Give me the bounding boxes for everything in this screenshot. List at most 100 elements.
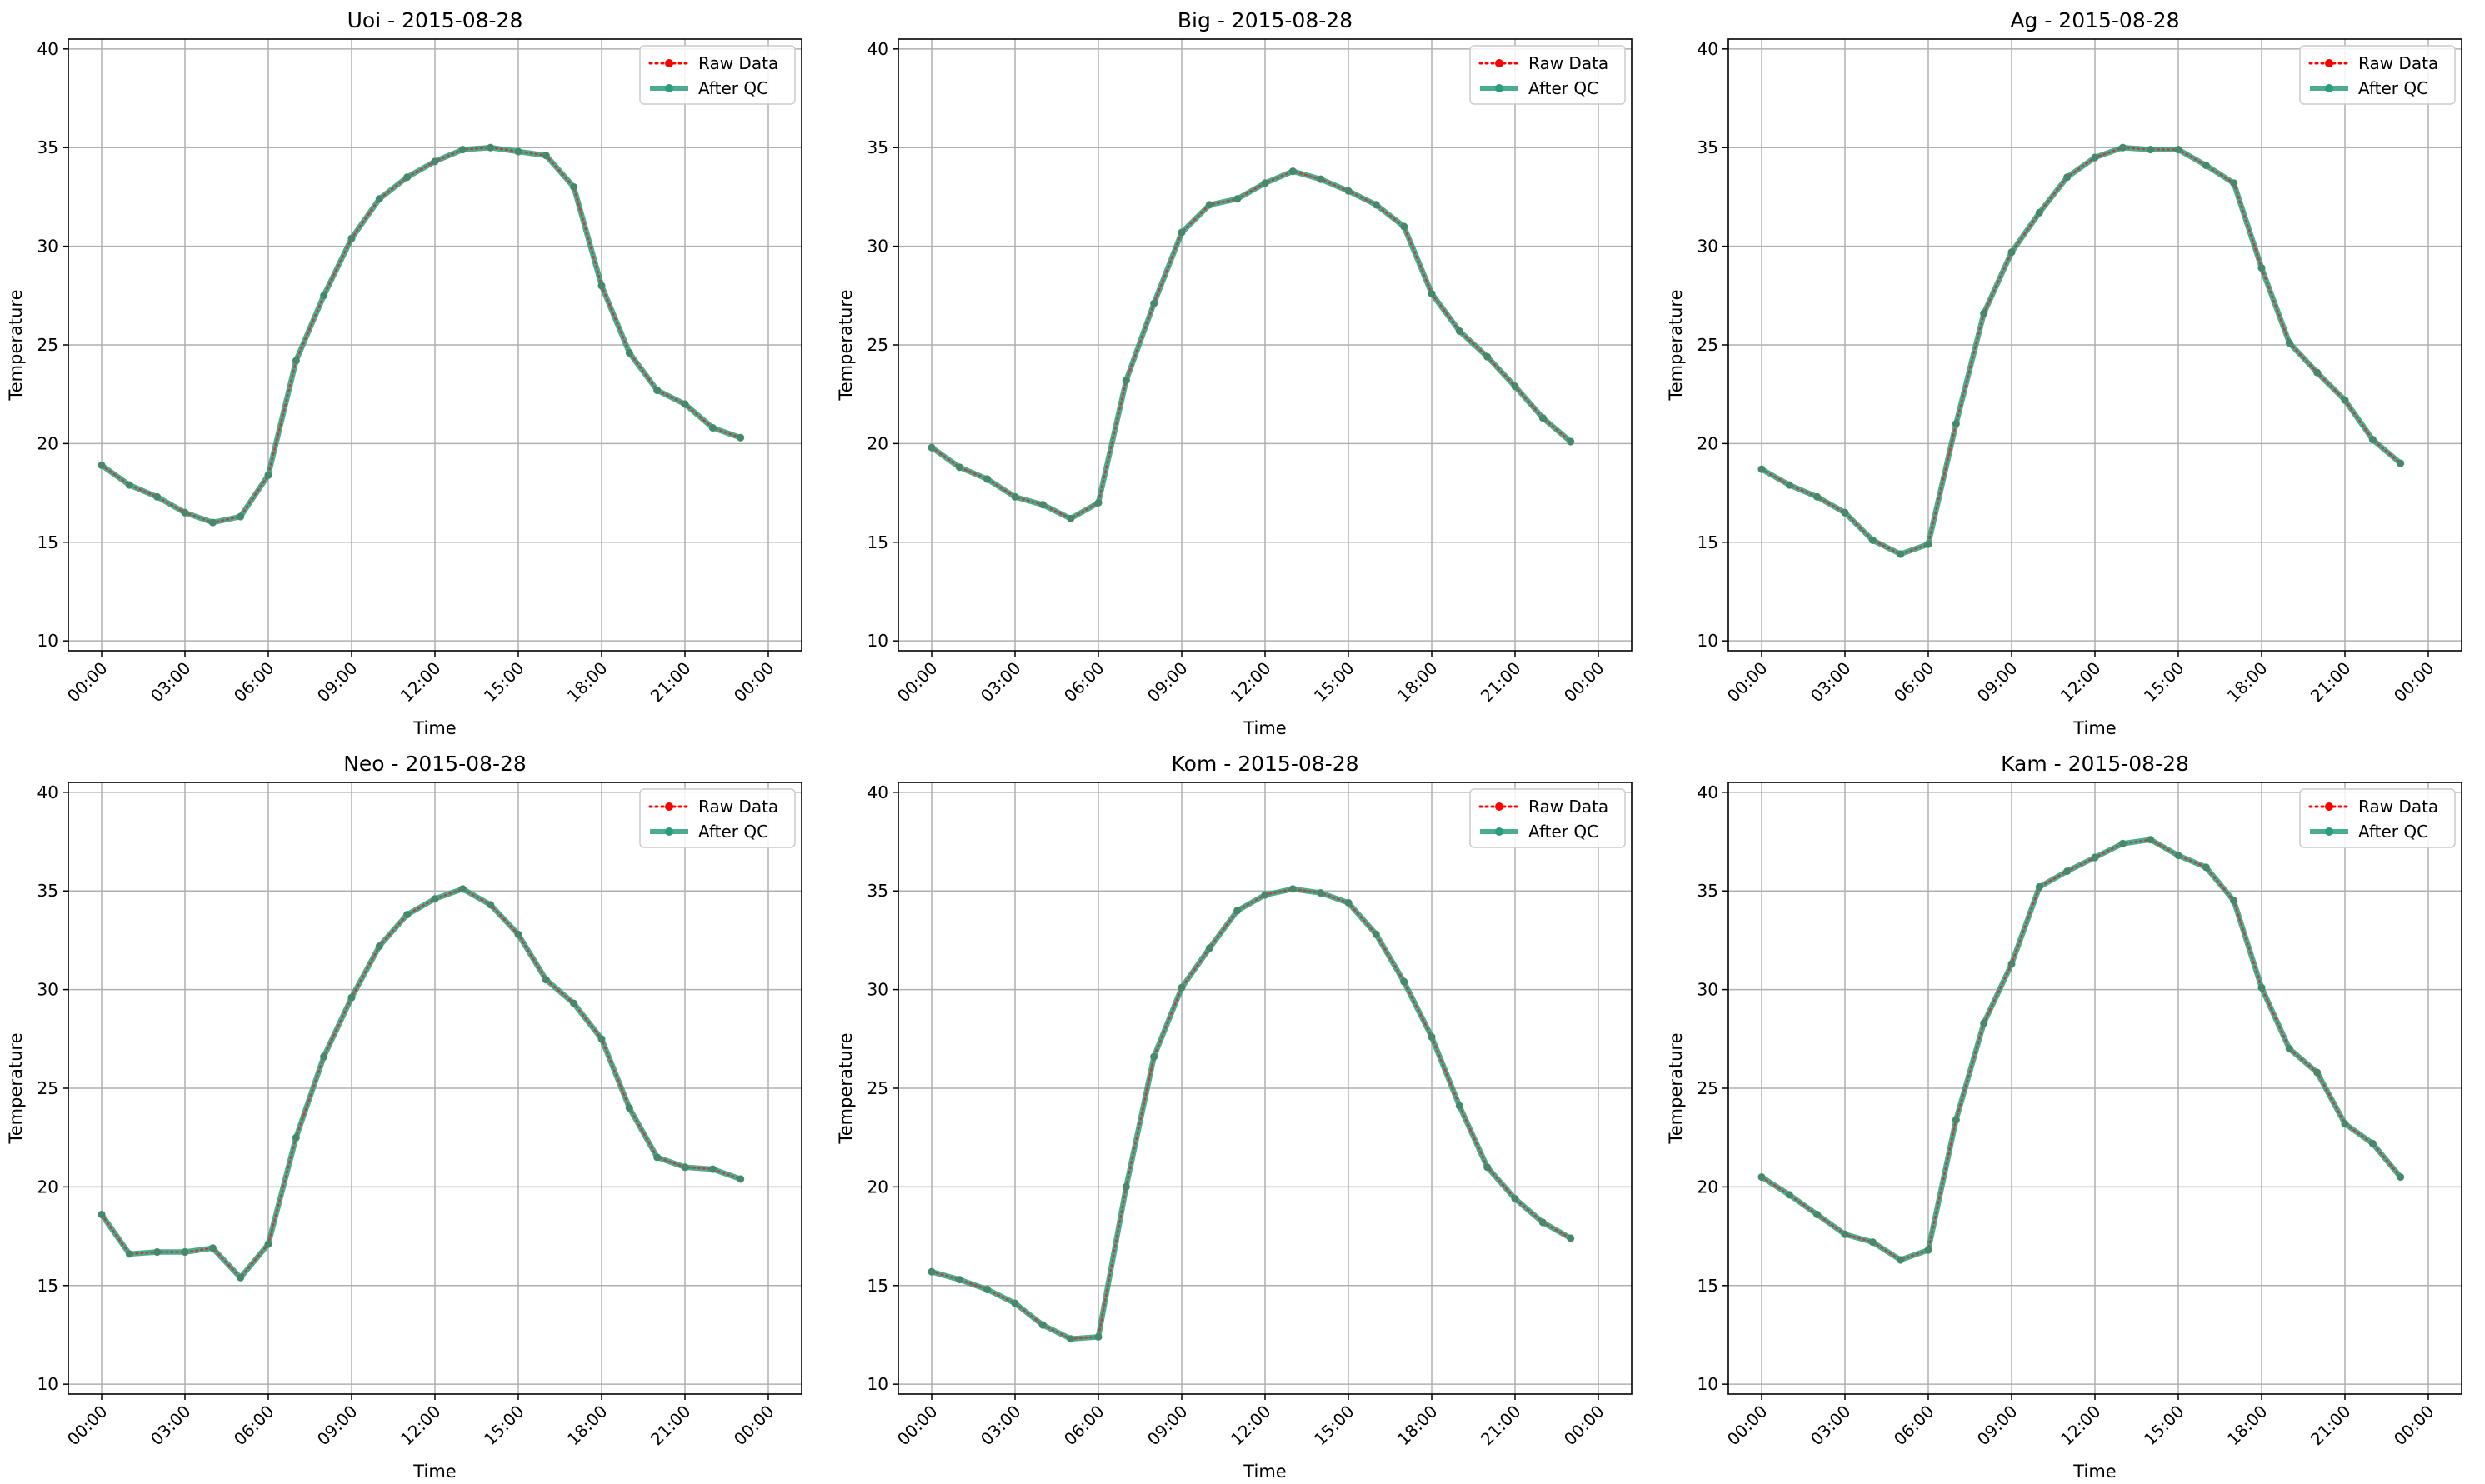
after-qc-point: [1841, 1230, 1849, 1238]
y-tick-label: 30: [38, 237, 58, 257]
y-tick-label: 15: [1698, 1276, 1718, 1296]
after-qc-point: [542, 152, 550, 160]
after-qc-point: [1150, 299, 1158, 307]
after-qc-point: [125, 481, 133, 489]
after-qc-point: [208, 518, 217, 527]
y-tick-label: 40: [1698, 782, 1718, 802]
series-raw-data-line: [1760, 146, 2402, 556]
after-qc-point: [2174, 852, 2182, 860]
after-qc-point: [625, 348, 633, 357]
after-qc-point: [1261, 891, 1269, 899]
after-qc-point: [2230, 897, 2238, 905]
subplot-title: Neo - 2015-08-28: [343, 752, 527, 776]
after-qc-point: [1758, 1172, 1766, 1182]
after-qc-point: [2368, 1139, 2377, 1147]
x-tick-label: 18:00: [563, 658, 612, 707]
after-qc-point: [1205, 201, 1213, 209]
x-tick-label: 00:00: [63, 1402, 112, 1450]
after-qc-point: [1924, 1246, 1932, 1254]
subplot-4: 10 15 20 25 30 35 40 00:00 03:00 06:00 09:00 12:00 1…: [6, 752, 802, 1482]
subplot-title: Kam - 2015-08-28: [2001, 752, 2189, 776]
x-axis-label: Time: [2072, 1462, 2116, 1482]
after-qc-point: [1952, 420, 1960, 428]
x-tick-label: 15:00: [480, 1402, 528, 1450]
x-tick-label: 12:00: [397, 1402, 445, 1450]
x-tick-label: 15:00: [1310, 658, 1358, 707]
y-tick-label: 15: [1698, 532, 1718, 552]
x-tick-label: 21:00: [1477, 658, 1525, 707]
y-tick-label: 30: [38, 980, 58, 1000]
after-qc-point: [1372, 201, 1380, 209]
axes-frame: [68, 38, 802, 652]
after-qc-point: [1178, 228, 1186, 237]
x-tick-label: 09:00: [1973, 1402, 2022, 1450]
after-qc-point: [1567, 437, 1575, 446]
after-qc-point: [181, 1247, 189, 1257]
after-qc-point: [570, 999, 578, 1007]
after-qc-point: [2341, 396, 2349, 404]
after-qc-point: [2008, 960, 2016, 968]
legend-after-qc-label: After QC: [2358, 78, 2428, 98]
legend-after-qc-marker: [1495, 827, 1503, 836]
legend-raw-data-marker: [665, 59, 673, 67]
y-tick-label: 35: [868, 137, 888, 157]
after-qc-point: [1455, 327, 1463, 336]
legend-raw-data-label: Raw Data: [2358, 53, 2438, 73]
y-tick-label: 15: [38, 1276, 58, 1296]
after-qc-point: [2341, 1120, 2349, 1128]
after-qc-point: [208, 1244, 217, 1252]
legend-raw-data-label: Raw Data: [698, 797, 778, 817]
after-qc-point: [1094, 498, 1102, 507]
after-qc-point: [955, 463, 963, 472]
y-tick-label: 35: [38, 137, 58, 157]
after-qc-point: [928, 1267, 936, 1276]
legend-raw-data-label: Raw Data: [698, 53, 778, 73]
after-qc-point: [348, 234, 356, 242]
x-tick-label: 00:00: [730, 658, 778, 707]
after-qc-point: [1288, 885, 1297, 893]
x-axis-label: Time: [412, 718, 456, 738]
x-tick-label: 00:00: [1560, 658, 1608, 707]
after-qc-point: [2035, 208, 2043, 217]
after-qc-point: [708, 1165, 717, 1173]
after-qc-point: [320, 292, 328, 300]
after-qc-point: [431, 157, 439, 166]
x-axis-label: Time: [2072, 718, 2116, 738]
x-tick-label: 00:00: [63, 658, 112, 707]
after-qc-point: [1511, 1194, 1519, 1203]
legend-raw-data-marker: [2325, 59, 2333, 67]
after-qc-point: [1538, 414, 1547, 422]
y-tick-label: 35: [38, 881, 58, 901]
axes-frame: [898, 38, 1632, 652]
after-qc-point: [237, 1273, 245, 1282]
x-axis-label: Time: [412, 1462, 456, 1482]
y-tick-label: 10: [38, 1374, 58, 1394]
after-qc-point: [681, 1163, 689, 1172]
after-qc-point: [1455, 1102, 1463, 1110]
y-tick-label: 25: [1698, 335, 1718, 355]
x-tick-label: 03:00: [147, 1402, 195, 1450]
x-axis-label: Time: [1242, 1462, 1286, 1482]
after-qc-point: [1317, 888, 1325, 897]
after-qc-point: [2313, 1068, 2322, 1077]
x-tick-label: 18:00: [1393, 658, 1442, 707]
x-tick-label: 09:00: [313, 1402, 362, 1450]
x-tick-label: 21:00: [647, 658, 695, 707]
series-raw-data-line: [100, 887, 742, 1280]
y-tick-label: 25: [1698, 1078, 1718, 1098]
y-axis-label: Temperature: [1666, 1032, 1686, 1144]
x-tick-label: 00:00: [893, 1402, 942, 1450]
x-tick-label: 09:00: [1973, 658, 2022, 707]
after-qc-point: [264, 471, 272, 479]
after-qc-point: [514, 930, 522, 938]
x-tick-label: 06:00: [1060, 658, 1108, 707]
after-qc-point: [1428, 289, 1436, 298]
y-tick-label: 40: [868, 782, 888, 802]
y-tick-label: 40: [38, 39, 58, 59]
x-tick-label: 21:00: [1477, 1402, 1525, 1450]
after-qc-point: [2202, 863, 2210, 872]
legend: Raw Data After QC: [1469, 45, 1626, 105]
after-qc-point: [2147, 145, 2155, 154]
after-qc-point: [1067, 1335, 1075, 1343]
legend-after-qc-label: After QC: [2358, 822, 2428, 842]
